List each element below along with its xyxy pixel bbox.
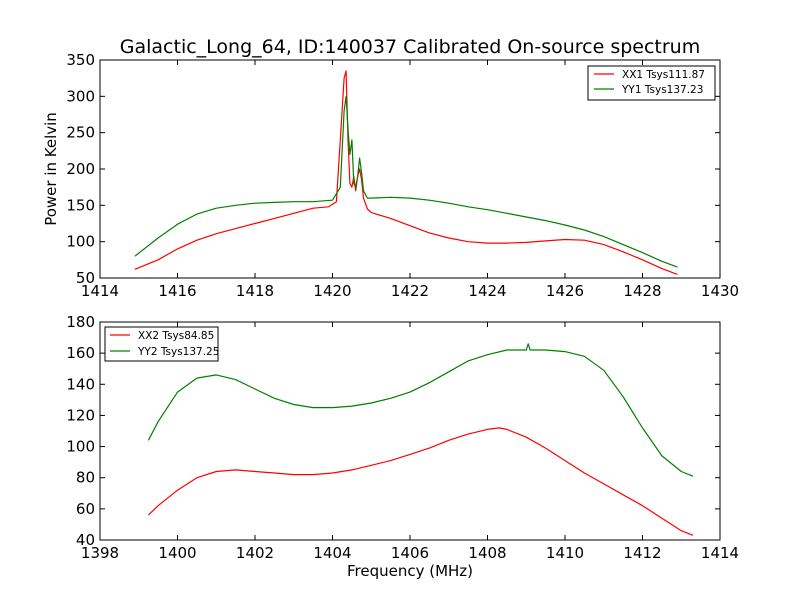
bottom-ytick-label: 80 [76,469,95,487]
bottom-series-line-2 [147,343,694,477]
top-xtick-label: 1428 [623,282,661,300]
bottom-plot: 1398 1400 1402 1404 1406 1408 1410 1412 1414 40 60… [66,313,739,580]
bottom-ytick-label: 120 [66,406,95,424]
top-ytick-label: 150 [66,196,95,214]
top-legend: XX1 Tsys111.87 YY1 Tsys137.23 [587,65,716,101]
bottom-xtick-label: 1408 [468,544,506,562]
bottom-xtick-label: 1410 [546,544,584,562]
top-legend-box [587,65,716,101]
bottom-xtick-label: 1406 [391,544,429,562]
bottom-legend-box [104,326,219,362]
top-xtick-label: 1418 [236,282,274,300]
bottom-xtick-label: 1414 [701,544,739,562]
bottom-ytick-label: 100 [66,438,95,456]
top-xtick-label: 1424 [468,282,506,300]
top-ytick-label: 50 [76,269,95,287]
figure-title: Galactic_Long_64, ID:140037 Calibrated O… [120,36,700,58]
bottom-ytick-label: 140 [66,375,95,393]
top-xtick-label: 1416 [158,282,196,300]
top-xtick-label: 1414 [81,282,119,300]
top-ytick-label: 250 [66,124,95,142]
top-ylabel: Power in Kelvin [42,112,60,226]
bottom-xtick-label: 1402 [236,544,274,562]
bottom-ytick-label: 40 [76,531,95,549]
bottom-series-layer [147,343,694,536]
top-ytick-label: 300 [66,87,95,105]
bottom-xtick-label: 1400 [158,544,196,562]
top-series-layer [134,70,678,275]
top-series-line-2 [134,95,678,268]
bottom-ytick-label: 160 [66,344,95,362]
top-xtick-label: 1426 [546,282,584,300]
top-ytick-label: 350 [66,51,95,69]
bottom-xtick-label: 1398 [81,544,119,562]
bottom-series-line-1 [147,427,694,536]
top-ytick-label: 100 [66,233,95,251]
top-xtick-label: 1422 [391,282,429,300]
top-ytick-label: 200 [66,160,95,178]
bottom-xtick-label: 1412 [623,544,661,562]
top-ticks: 1414 1416 1418 1420 1422 1424 1426 1428 1430 50 10… [66,51,739,300]
bottom-xtick-label: 1404 [313,544,351,562]
bottom-xlabel: Frequency (MHz) [347,562,473,580]
bottom-legend-label-xx2: XX2 Tsys84.85 [138,330,214,342]
top-legend-label-xx1: XX1 Tsys111.87 [622,69,705,81]
bottom-ytick-label: 60 [76,500,95,518]
bottom-legend: XX2 Tsys84.85 YY2 Tsys137.25 [104,326,219,362]
bottom-ytick-label: 180 [66,313,95,331]
top-legend-label-yy1: YY1 Tsys137.23 [621,84,703,96]
bottom-ticks: 1398 1400 1402 1404 1406 1408 1410 1412 1414 40 60… [66,313,739,562]
top-xtick-label: 1420 [313,282,351,300]
bottom-legend-label-yy2: YY2 Tsys137.25 [137,346,219,358]
top-xtick-label: 1430 [701,282,739,300]
top-plot: 1414 1416 1418 1420 1422 1424 1426 1428 1430 50 10… [42,51,739,300]
